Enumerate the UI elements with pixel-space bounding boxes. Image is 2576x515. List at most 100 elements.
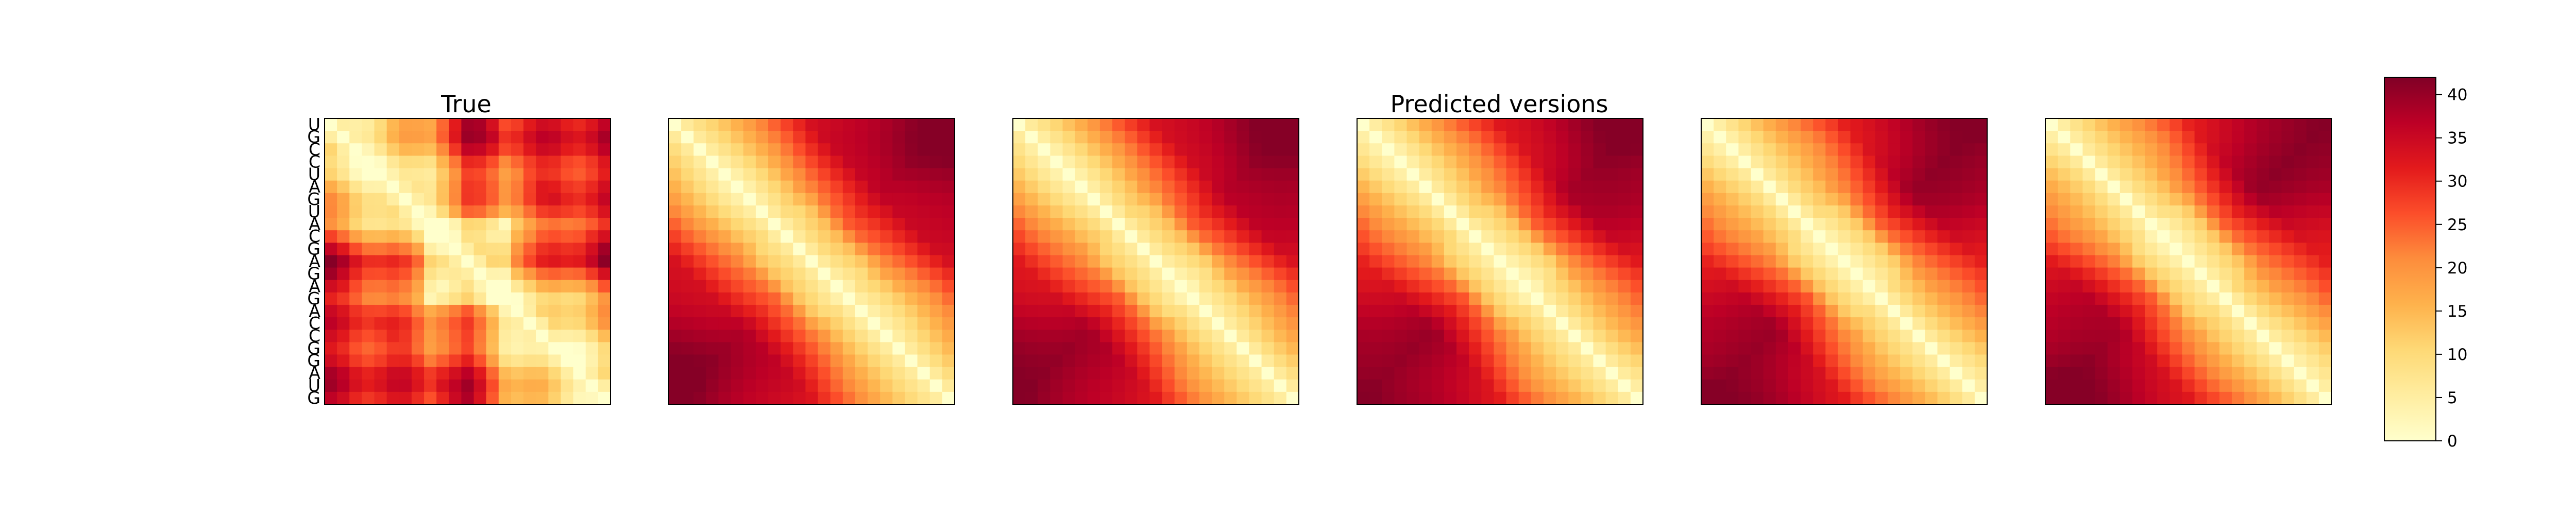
heatmap-cell [2257,317,2269,330]
heatmap-cell [1224,230,1237,243]
heatmap-cell [498,342,512,355]
heatmap-cell [362,304,375,318]
heatmap-cell [693,168,706,181]
heatmap-cell [1974,255,1988,268]
heatmap-cell [473,317,487,330]
heatmap-cell [1162,156,1175,169]
heatmap-cell [2294,143,2307,156]
heatmap-cell [1726,280,1739,293]
heatmap-cell [511,317,524,330]
heatmap-cell [2082,218,2096,231]
heatmap-cell [436,230,449,243]
heatmap-cell [669,180,682,194]
heatmap-cell [1751,218,1764,231]
heatmap-cell [374,317,387,330]
heatmap-cell [706,193,719,206]
heatmap-cell [1137,230,1150,243]
heatmap-cell [1862,391,1876,405]
heatmap-cell [1419,354,1432,368]
heatmap-cell [1813,230,1826,243]
heatmap-cell [2107,168,2121,181]
heatmap-predicted-1 [668,118,955,405]
heatmap-cell [1838,342,1851,355]
heatmap-cell [892,118,906,131]
heatmap-cell [1618,131,1631,144]
heatmap-cell [1788,280,1801,293]
heatmap-cell [1962,330,1975,342]
heatmap-cell [2244,230,2257,243]
heatmap-cell [1038,243,1050,256]
heatmap-cell [2194,391,2208,405]
heatmap-cell [2182,193,2195,206]
heatmap-cell [325,292,337,305]
heatmap-cell [2120,230,2133,243]
heatmap-cell [585,255,599,268]
heatmap-cell [2219,243,2232,256]
heatmap-cell [424,193,437,206]
heatmap-cell [755,168,769,181]
heatmap-cell [1038,193,1050,206]
heatmap-cell [905,255,918,268]
heatmap-cell [573,156,586,169]
heatmap-cell [1887,230,1901,243]
heatmap-cell [830,317,843,330]
heatmap-cell [681,317,694,330]
heatmap-cell [1224,180,1237,194]
heatmap-cell [1738,317,1752,330]
heatmap-cell [2120,193,2133,206]
heatmap-cell [818,143,831,156]
heatmap-cell [793,193,806,206]
heatmap-cell [1149,243,1163,256]
heatmap-cell [1444,280,1457,293]
heatmap-cell [2257,143,2269,156]
heatmap-cell [842,317,856,330]
heatmap-cell [2294,243,2307,256]
heatmap-cell [2082,131,2096,144]
heatmap-cell [1444,304,1457,318]
heatmap-cell [349,243,362,256]
heatmap-cell [1974,168,1988,181]
heatmap-cell [548,379,562,392]
heatmap-cell [1974,354,1988,368]
heatmap-cell [2045,354,2058,368]
heatmap-cell [1618,292,1631,305]
heatmap-cell [868,379,880,392]
heatmap-cell [1087,379,1100,392]
heatmap-cell [793,354,806,368]
heatmap-cell [1382,367,1395,380]
heatmap-cell [424,342,437,355]
heatmap-cell [1593,143,1606,156]
heatmap-cell [1261,243,1275,256]
heatmap-cell [1531,193,1544,206]
heatmap-cell [1531,230,1544,243]
heatmap-cell [1038,168,1050,181]
heatmap-cell [2318,304,2332,318]
heatmap-cell [2281,131,2295,144]
heatmap-cell [681,218,694,231]
heatmap-cell [1912,180,1925,194]
heatmap-cell [498,143,512,156]
heatmap-cell [2070,168,2083,181]
heatmap-cell [1875,267,1888,281]
heatmap-cell [1813,342,1826,355]
heatmap-cell [731,180,744,194]
heatmap-cell [818,267,831,281]
heatmap-cell [1456,131,1469,144]
heatmap-cell [1738,131,1752,144]
heatmap-cell [2318,118,2332,131]
heatmap-cell [2294,354,2307,368]
heatmap-cell [1875,391,1888,405]
heatmap-cell [818,156,831,169]
heatmap-cell [1469,230,1482,243]
heatmap-cell [2095,267,2108,281]
heatmap-cell [523,391,536,405]
heatmap-cell [1456,168,1469,181]
heatmap-cell [1788,304,1801,318]
heatmap-cell [2306,156,2319,169]
heatmap-cell [449,118,462,131]
heatmap-cell [436,379,449,392]
heatmap-cell [681,304,694,318]
heatmap-cell [1494,391,1507,405]
heatmap-cell [1838,180,1851,194]
heatmap-cell [1900,391,1913,405]
